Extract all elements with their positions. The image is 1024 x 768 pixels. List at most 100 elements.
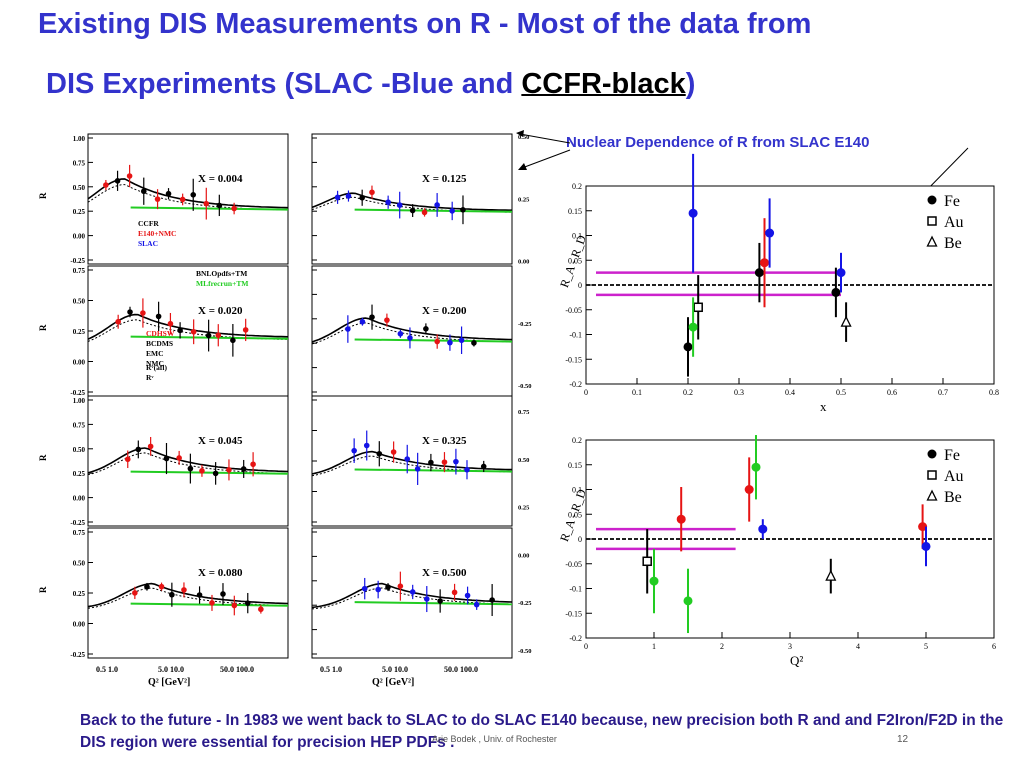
legend-marker-be	[926, 235, 938, 247]
x-tick-label: 0.7	[938, 388, 948, 397]
data-point	[176, 455, 182, 461]
data-point	[423, 326, 429, 332]
data-point	[451, 589, 458, 596]
data-point	[345, 193, 352, 199]
data-point	[363, 442, 370, 449]
data-point	[250, 461, 256, 468]
data-point	[441, 459, 448, 465]
hidden-axis-tick-label: 0.25	[518, 505, 530, 512]
y-tick-label: 0.50	[73, 298, 86, 306]
data-point	[190, 192, 197, 198]
data-point	[404, 456, 411, 462]
y-tick-label: 0	[578, 535, 582, 544]
legend-marker-fe	[927, 195, 937, 205]
x-tick-label: 0.3	[734, 388, 744, 397]
panel-frame	[87, 527, 289, 659]
title-part-c: )	[685, 68, 696, 100]
data-point	[361, 585, 368, 592]
data-point	[144, 584, 150, 590]
legend-label: Au	[944, 214, 964, 231]
data-point	[421, 209, 428, 216]
legend-label: Be	[944, 489, 962, 506]
data-point	[384, 317, 390, 323]
arrow-line	[521, 149, 571, 169]
theory-curve-dotted	[311, 587, 513, 610]
data-point	[765, 228, 775, 238]
data-point	[103, 182, 109, 188]
y-tick-label: 0.15	[568, 461, 582, 470]
theory-curve	[311, 450, 512, 475]
x-axis-label: Q² [GeV²]	[372, 677, 414, 688]
y-tick-label: 0.00	[73, 233, 86, 241]
data-point	[471, 340, 477, 346]
data-point	[165, 190, 172, 197]
legend-entry: EMC	[146, 349, 164, 358]
x-tick-label: 0.8	[989, 388, 999, 397]
data-point	[231, 602, 238, 609]
r-panel: X = 0.200	[311, 265, 513, 397]
panel-frame	[311, 527, 513, 659]
y-tick-label: 0.75	[73, 267, 86, 275]
panel-frame	[311, 395, 513, 527]
data-point	[760, 258, 769, 268]
data-point	[683, 596, 693, 606]
arrow-head	[518, 163, 527, 170]
legend-entry: MLfrecrun+TM	[196, 279, 248, 288]
data-point	[375, 586, 381, 593]
data-point	[473, 601, 480, 608]
data-point	[220, 591, 226, 597]
y-tick-label: 0.2	[572, 182, 582, 191]
y-tick-label: -0.25	[70, 389, 85, 397]
data-point	[836, 268, 846, 278]
y-axis-label: R_A - R_D	[557, 487, 589, 543]
y-tick-label: -0.1	[569, 331, 582, 340]
theory-curve	[311, 317, 513, 343]
q2-dependence-plot: 0.75 0.50 0.25 0.00 -0.25 -0.50 0 1 2 3 4 5 6 0.2 0.15…	[518, 409, 996, 668]
data-point	[447, 339, 453, 346]
r-vs-q2-figure: 1.00 0.75 0.50 0.25 0.00 -0.25 R X = 0.004 X = 0…	[38, 133, 513, 688]
y-tick-label: 0	[578, 281, 582, 290]
nuclear-dependence-figure: 0.500.250.00-0.25-0.500 0.1 0.2 0.3 0.4 0.5 0.…	[516, 130, 999, 668]
title-part-a: DIS Experiments (SLAC -Blue and	[46, 68, 522, 100]
data-point	[649, 576, 659, 586]
legend-entry: BNLOpdfs+TM	[196, 269, 247, 278]
y-tick-label: 0.50	[73, 560, 86, 568]
panel-frame	[87, 133, 289, 265]
y-tick-label: 0.25	[73, 470, 86, 478]
y-tick-label: -0.25	[70, 519, 85, 527]
legend-label: Fe	[944, 447, 960, 464]
y-axis-label: R	[38, 192, 48, 199]
data-point	[480, 463, 487, 470]
data-point	[409, 207, 416, 214]
legend-entry: E140+NMC	[138, 229, 176, 238]
arrow-head	[516, 130, 524, 137]
data-point	[244, 600, 251, 606]
x-axis-label: Q²	[790, 653, 803, 668]
data-point	[231, 205, 237, 212]
x-tick-label: 0.5	[836, 388, 846, 397]
green-fit-curve	[354, 468, 513, 473]
x-value-label: X = 0.325	[422, 435, 467, 447]
x-tick-label: 4	[856, 642, 860, 651]
slide-footer-text: Back to the future - In 1983 we went bac…	[80, 712, 1004, 751]
theory-curve	[87, 313, 289, 340]
x-tick-label: 1	[652, 642, 656, 651]
x-tick-label: 50.0 100.0	[444, 665, 478, 674]
legend-entry: Rᵛ(afl)	[146, 363, 167, 372]
theory-curve	[87, 582, 289, 608]
data-point	[489, 597, 495, 603]
data-point	[676, 514, 686, 524]
data-point	[449, 208, 455, 214]
theory-curve-dotted	[311, 455, 513, 477]
y-tick-label: -0.15	[565, 609, 582, 618]
data-point	[127, 309, 133, 315]
y-tick-label: 0.00	[73, 359, 86, 367]
y-tick-label: 0.05	[568, 510, 582, 519]
x-tick-label: 5.0 10.0	[158, 665, 184, 674]
data-point	[212, 470, 219, 477]
hidden-axis-tick-label: 0.00	[518, 552, 529, 559]
data-point	[409, 589, 416, 595]
data-point	[385, 584, 391, 590]
data-point	[369, 189, 375, 196]
y-axis-label: R_A - R_D	[557, 233, 589, 289]
